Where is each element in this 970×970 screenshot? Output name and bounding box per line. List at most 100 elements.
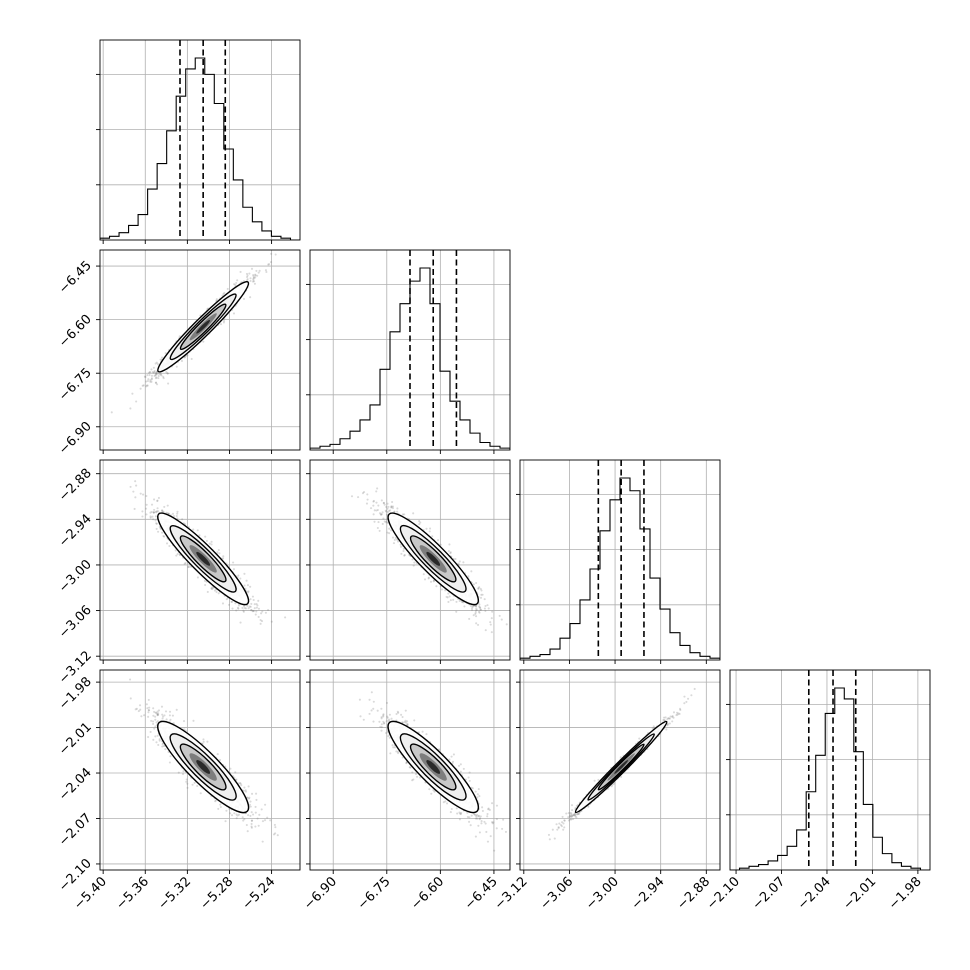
sample-point (435, 585, 438, 588)
sample-point (210, 543, 213, 546)
sample-point (479, 587, 482, 591)
sample-point (152, 511, 155, 514)
sample-point (215, 298, 218, 301)
sample-point (350, 495, 354, 498)
sample-point (478, 605, 481, 608)
sample-point (157, 510, 160, 513)
sample-point (176, 517, 179, 520)
sample-point (455, 600, 458, 603)
sample-point (479, 608, 483, 611)
sample-point (257, 599, 260, 602)
sample-point (155, 372, 158, 375)
sample-point (268, 263, 271, 266)
sample-point (146, 379, 149, 383)
sample-point (145, 385, 148, 388)
sample-point (241, 606, 244, 610)
sample-point (373, 520, 376, 523)
sample-point (267, 608, 270, 612)
sample-point (452, 598, 455, 601)
sample-point (402, 550, 405, 553)
sample-point (259, 618, 262, 622)
sample-point (491, 610, 494, 613)
contour-2 (179, 303, 227, 351)
contour-0 (157, 281, 250, 373)
sample-point (284, 616, 287, 619)
sample-point (142, 384, 145, 387)
sample-point (484, 629, 487, 632)
sample-point (386, 502, 389, 505)
sample-point (385, 513, 388, 516)
sample-point (256, 274, 259, 277)
sample-point (226, 287, 229, 291)
sample-point (150, 510, 153, 513)
sample-point (255, 602, 258, 606)
sample-point (247, 607, 250, 610)
sample-point (163, 505, 166, 508)
sample-point (147, 378, 150, 381)
sample-point (164, 352, 167, 355)
sample-point (234, 602, 237, 605)
sample-point (388, 527, 391, 530)
sample-point (162, 534, 165, 538)
sample-point (372, 504, 375, 507)
contour-1 (169, 293, 237, 361)
panel-1-0 (96, 249, 301, 454)
sample-point (151, 515, 154, 518)
sample-point (243, 606, 246, 610)
sample-point (440, 588, 443, 591)
sample-point (429, 580, 433, 583)
sample-point (143, 375, 146, 378)
sample-point (474, 612, 477, 615)
sample-point (210, 587, 213, 590)
sample-point (480, 593, 483, 596)
sample-point (222, 557, 225, 560)
sample-point (132, 490, 135, 493)
sample-point (234, 283, 237, 286)
density-1-0 (110, 252, 277, 414)
sample-point (139, 492, 142, 495)
sample-point (246, 604, 249, 607)
sample-point (489, 623, 492, 626)
sample-point (383, 520, 386, 523)
sample-point (475, 608, 478, 612)
sample-point (447, 550, 450, 553)
sample-point (389, 509, 392, 512)
sample-point (252, 598, 255, 602)
sample-point (490, 617, 493, 620)
sample-point (154, 381, 157, 384)
sample-point (264, 611, 267, 614)
sample-point (379, 513, 382, 516)
sample-point (251, 595, 254, 598)
sample-point (462, 561, 465, 564)
sample-point (471, 605, 474, 608)
sample-point (403, 553, 406, 557)
contour-1 (169, 524, 237, 593)
sample-point (391, 505, 395, 508)
sample-point (142, 493, 145, 496)
sample-point (391, 507, 394, 510)
sample-point (215, 591, 218, 594)
sample-point (155, 372, 158, 375)
sample-point (218, 552, 221, 555)
sample-point (469, 604, 472, 608)
sample-point (259, 622, 262, 625)
sample-point (211, 588, 214, 591)
sample-point (255, 269, 258, 272)
sample-point (190, 357, 193, 361)
sample-point (155, 510, 158, 513)
sample-point (380, 499, 383, 502)
sample-point (254, 273, 257, 276)
panel-1-1 (306, 249, 511, 454)
sample-point (110, 411, 113, 414)
sample-point (166, 372, 169, 375)
sample-point (251, 610, 254, 613)
sample-point (148, 370, 151, 374)
sample-point (413, 561, 416, 564)
sample-point (167, 512, 171, 515)
sample-point (267, 263, 270, 266)
sample-point (445, 595, 448, 598)
sample-point (378, 512, 382, 515)
sample-point (152, 511, 155, 514)
sample-point (249, 585, 252, 588)
sample-point (474, 615, 478, 618)
